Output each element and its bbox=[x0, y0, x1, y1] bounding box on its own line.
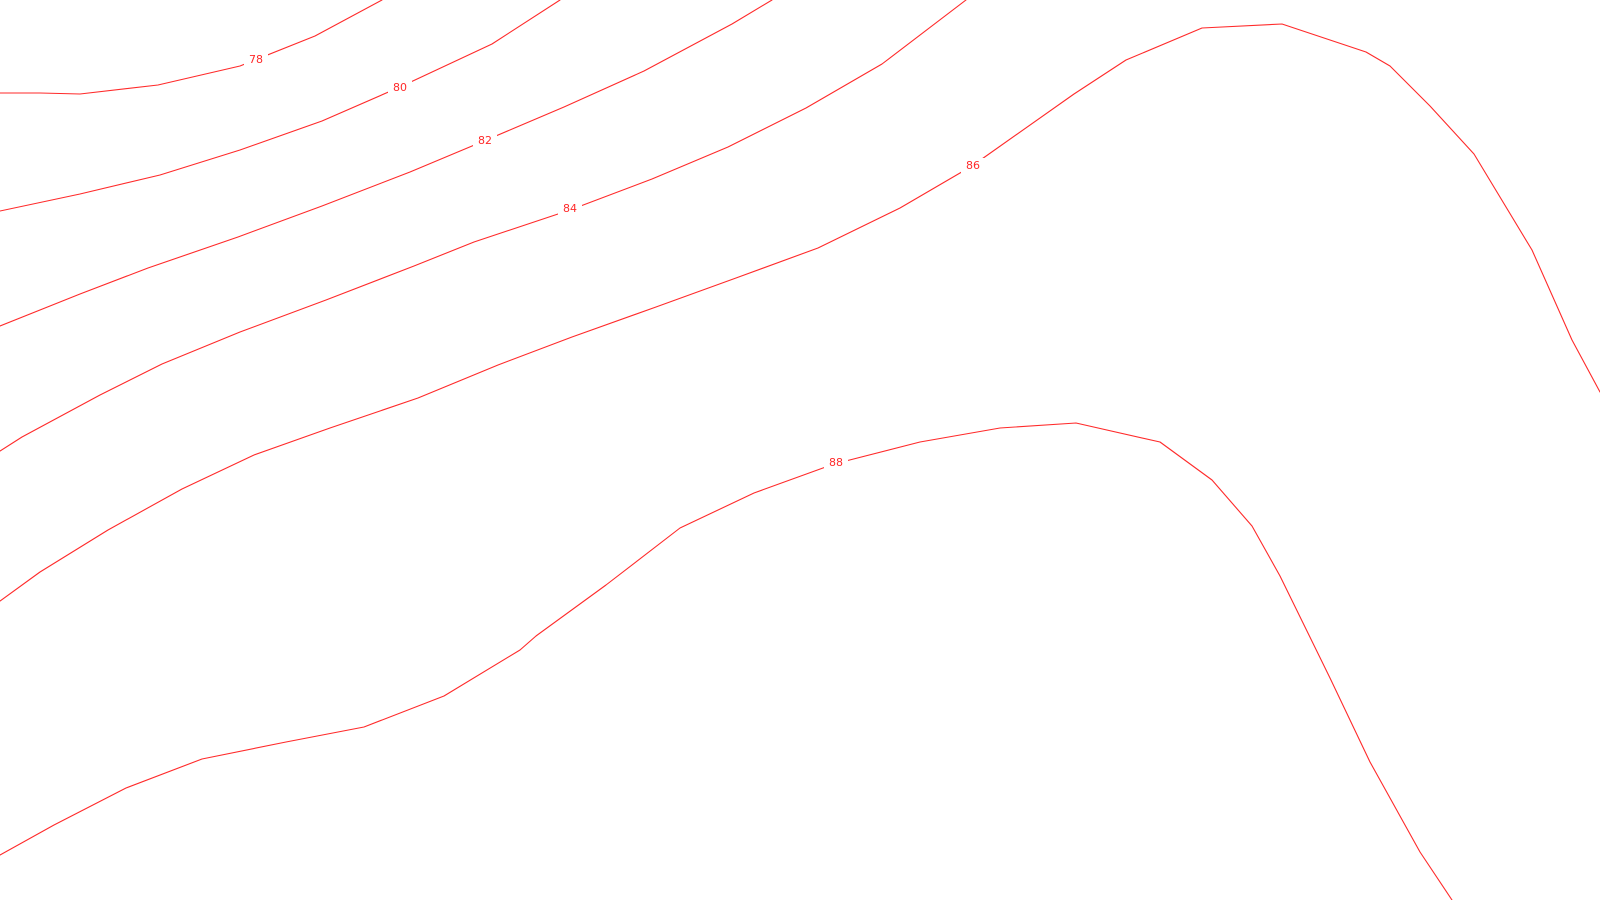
contour-label-78: 78 bbox=[249, 53, 263, 66]
contour-label-background bbox=[388, 80, 412, 96]
contour-line-84 bbox=[0, 0, 967, 452]
contour-label-88: 88 bbox=[829, 456, 843, 469]
contour-label-background bbox=[558, 201, 582, 217]
contour-label-background bbox=[473, 133, 497, 149]
contour-line-80 bbox=[0, 0, 561, 212]
contour-label-80: 80 bbox=[393, 81, 407, 94]
contour-line-82 bbox=[0, 0, 773, 327]
contour-line-86 bbox=[0, 23, 1600, 602]
contour-80: 80 bbox=[0, 0, 561, 212]
contour-line-88 bbox=[0, 422, 1453, 900]
contour-84: 84 bbox=[0, 0, 967, 452]
contour-78: 78 bbox=[0, 0, 383, 95]
contour-label-82: 82 bbox=[478, 134, 492, 147]
contour-label-background bbox=[244, 52, 268, 68]
contour-88: 88 bbox=[0, 422, 1453, 900]
contour-label-86: 86 bbox=[966, 159, 980, 172]
contour-label-background bbox=[961, 158, 985, 174]
contour-86: 86 bbox=[0, 23, 1600, 602]
contour-label-84: 84 bbox=[563, 202, 577, 215]
contour-82: 82 bbox=[0, 0, 773, 327]
contour-label-background bbox=[824, 455, 848, 471]
contour-line-78 bbox=[0, 0, 383, 95]
